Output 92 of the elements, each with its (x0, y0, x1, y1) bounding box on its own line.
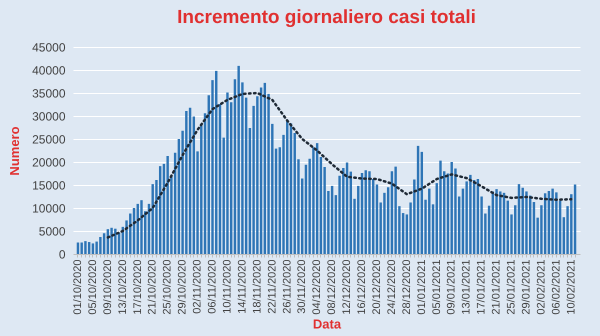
bar (574, 184, 576, 254)
x-tick-label: 22/11/2020 (266, 260, 278, 314)
bar (188, 108, 192, 254)
y-axis-title: Numero (7, 126, 22, 176)
x-tick-label: 13/01/2021 (460, 260, 473, 315)
x-tick-label: 06/11/2020 (206, 260, 219, 314)
bar (544, 193, 546, 254)
x-tick-label: 29/01/2021 (520, 260, 532, 315)
bar (522, 188, 524, 254)
bar (525, 191, 528, 254)
bar (92, 243, 94, 254)
bar (226, 92, 229, 254)
bar (495, 189, 498, 254)
y-tick-label: 45000 (32, 40, 66, 54)
bar (76, 242, 80, 254)
x-tick-label: 20/12/2020 (370, 260, 383, 315)
bar (312, 147, 315, 254)
x-tick-label: 02/11/2020 (192, 260, 204, 314)
x-tick-label: 01/01/2021 (416, 260, 428, 315)
bar (264, 82, 266, 254)
bar (450, 162, 453, 254)
y-tick-label: 10000 (32, 202, 66, 216)
y-tick-label: 0 (58, 248, 66, 262)
x-tick-label: 10/11/2020 (221, 260, 234, 314)
x-tick-label: 10/02/2021 (565, 260, 578, 315)
bar (555, 192, 558, 254)
bar (102, 233, 106, 254)
x-tick-label: 14/11/2020 (236, 260, 248, 314)
bar (551, 188, 554, 254)
bar (99, 236, 102, 254)
x-tick-label: 28/12/2020 (400, 260, 413, 315)
bar (114, 228, 117, 254)
bar (166, 156, 169, 254)
x-tick-label: 24/12/2020 (386, 260, 398, 315)
y-tick-label: 15000 (32, 178, 66, 192)
x-tick-label: 21/10/2020 (146, 260, 159, 315)
x-tick-label: 29/10/2020 (176, 260, 189, 315)
x-tick-label: 17/10/2020 (132, 260, 144, 315)
bar (80, 242, 83, 254)
x-tick-label: 05/10/2020 (86, 260, 99, 315)
x-tick-label: 30/11/2020 (296, 260, 308, 314)
bar (88, 242, 90, 254)
bar (416, 146, 420, 254)
x-tick-label: 13/10/2020 (116, 260, 129, 315)
bar (106, 229, 110, 254)
x-tick-label: 12/12/2020 (341, 260, 354, 315)
bar (84, 241, 87, 254)
y-tick-label: 5000 (38, 224, 66, 238)
x-tick-label: 04/12/2020 (311, 260, 324, 315)
x-tick-label: 17/01/2021 (476, 260, 488, 315)
chart-title: Incremento giornaliero casi totali (177, 7, 476, 28)
bar (158, 166, 162, 254)
bar (492, 191, 494, 254)
y-tick-label: 40000 (32, 64, 66, 78)
bar (237, 66, 240, 254)
bar (476, 179, 480, 254)
bar (469, 174, 472, 254)
x-tick-label: 25/01/2021 (506, 260, 518, 315)
x-tick-label: 21/01/2021 (490, 260, 503, 315)
bar (316, 143, 318, 254)
x-tick-label: 16/12/2020 (356, 260, 368, 315)
x-tick-label: 08/12/2020 (326, 260, 338, 315)
line-series (106, 92, 573, 239)
bar (528, 196, 532, 254)
x-tick-label: 09/01/2021 (446, 260, 458, 315)
bar (260, 87, 262, 254)
bar (364, 170, 367, 254)
x-tick-label: 09/10/2020 (102, 260, 114, 315)
x-axis-title: Data (312, 316, 342, 332)
bar (394, 166, 397, 254)
x-tick-label: 18/11/2020 (251, 260, 264, 314)
bar (286, 120, 288, 254)
x-tick-label: 05/01/2021 (430, 260, 443, 315)
bar (346, 162, 348, 254)
y-tick-label: 35000 (32, 86, 66, 100)
bar (499, 191, 502, 254)
bar (330, 186, 334, 254)
y-tick-label: 20000 (32, 156, 66, 170)
x-tick-label: 02/02/2021 (535, 260, 548, 315)
bar (215, 70, 218, 254)
bar (136, 204, 139, 254)
x-tick-label: 26/11/2020 (281, 260, 294, 314)
bar (185, 110, 188, 254)
bar (110, 228, 113, 254)
x-tick-label: 06/02/2021 (550, 260, 562, 315)
bar (548, 190, 550, 254)
bar (428, 188, 430, 254)
bar (151, 184, 154, 254)
x-tick-label: 01/10/2020 (72, 260, 84, 315)
y-tick-label: 30000 (32, 110, 66, 124)
x-tick-label: 25/10/2020 (162, 260, 174, 315)
y-tick-label: 25000 (32, 132, 66, 146)
